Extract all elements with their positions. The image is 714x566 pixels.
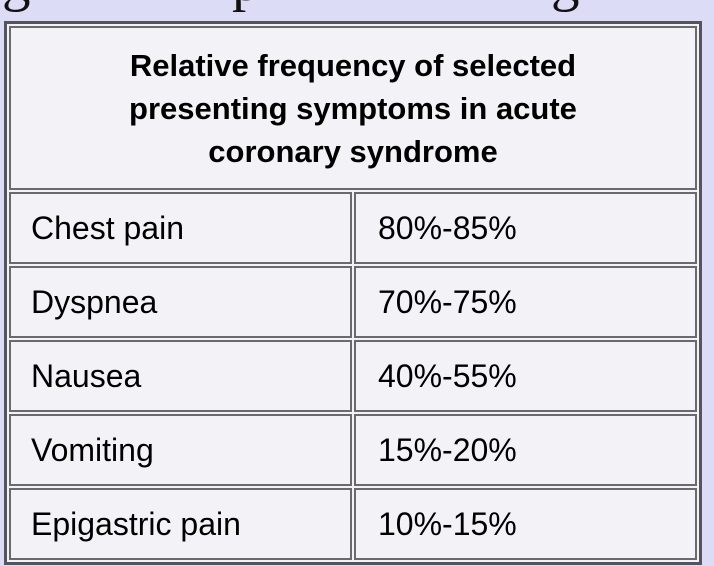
frequency-cell: 70%-75%	[354, 266, 697, 338]
symptom-cell: Epigastric pain	[9, 488, 352, 560]
table-title: Relative frequency of selected presentin…	[9, 26, 697, 190]
table-row: Epigastric pain 10%-15%	[9, 488, 697, 560]
symptom-cell: Dyspnea	[9, 266, 352, 338]
symptom-cell: Chest pain	[9, 192, 352, 264]
serif-glyph-fragment: g	[551, 0, 580, 10]
frequency-cell: 40%-55%	[354, 340, 697, 412]
frequency-cell: 80%-85%	[354, 192, 697, 264]
frequency-cell: 10%-15%	[354, 488, 697, 560]
serif-glyph-fragment: g	[2, 0, 31, 10]
table-title-text: Relative frequency of selected presentin…	[129, 47, 577, 169]
cropped-text-remnant: g p g	[0, 0, 714, 21]
symptom-cell: Vomiting	[9, 414, 352, 486]
serif-glyph-fragment: p	[232, 0, 261, 10]
symptom-frequency-table: Relative frequency of selected presentin…	[4, 21, 702, 565]
table-row: Chest pain 80%-85%	[9, 192, 697, 264]
table-row: Dyspnea 70%-75%	[9, 266, 697, 338]
table-header-row: Relative frequency of selected presentin…	[9, 26, 697, 190]
frequency-cell: 15%-20%	[354, 414, 697, 486]
table-row: Nausea 40%-55%	[9, 340, 697, 412]
table-row: Vomiting 15%-20%	[9, 414, 697, 486]
symptom-cell: Nausea	[9, 340, 352, 412]
